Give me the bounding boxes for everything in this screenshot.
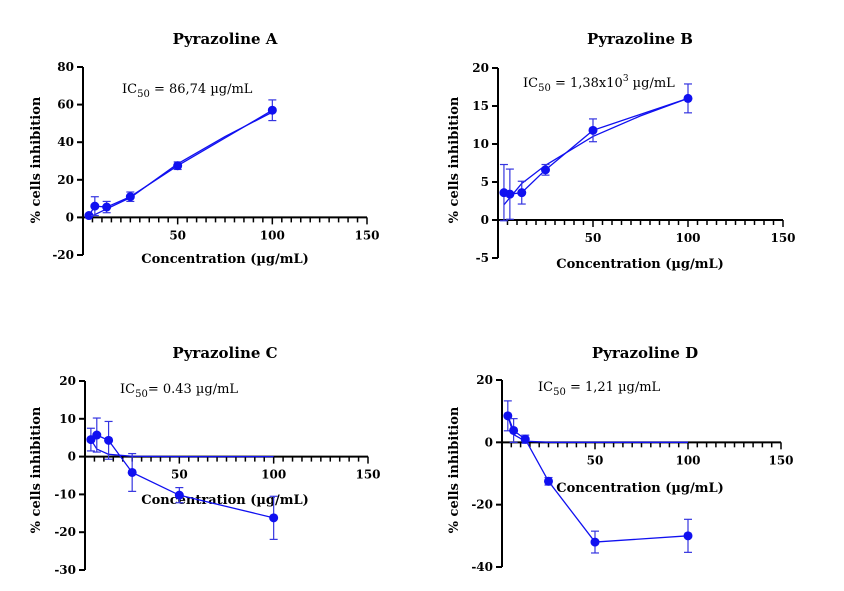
fit-curve: [503, 97, 689, 206]
ic50-prefix: IC: [538, 380, 553, 395]
data-point: [90, 201, 100, 211]
x-axis-label: Concentration (µg/mL): [556, 257, 724, 272]
ic50-prefix: IC: [523, 76, 538, 91]
data-point: [509, 425, 519, 435]
x-tick-label: 100: [675, 231, 700, 245]
ic50-prefix: IC: [122, 82, 137, 97]
ic50-superscript: 3: [623, 74, 629, 84]
y-tick-label: 10: [59, 412, 76, 426]
y-axis-label: % cells inhibition: [29, 96, 44, 223]
y-tick-label: 80: [57, 60, 74, 74]
ic50-subscript: 50: [553, 387, 566, 398]
fit-curve: [507, 415, 688, 443]
x-tick-label: 50: [171, 468, 188, 482]
y-tick-label: -5: [476, 251, 489, 265]
chart-title: Pyrazoline B: [587, 30, 693, 48]
y-tick-label: 0: [68, 450, 76, 464]
chart-title: Pyrazoline D: [592, 344, 698, 362]
ic50-value: = 86,74 µg/mL: [150, 82, 253, 97]
ic50-value: = 1,21 µg/mL: [566, 380, 661, 395]
y-tick-label: 40: [57, 135, 74, 149]
y-axis-label: % cells inhibition: [447, 96, 462, 223]
ic50-value: = 0.43 µg/mL: [148, 382, 239, 397]
ic50-unit: µg/mL: [629, 76, 676, 91]
ic50-subscript: 50: [137, 89, 150, 100]
x-axis-label: Concentration (µg/mL): [141, 252, 309, 267]
ic50-value: = 1,38x10: [551, 76, 623, 91]
data-point: [102, 202, 112, 212]
data-point: [269, 513, 279, 523]
data-point: [267, 105, 277, 115]
data-point: [683, 93, 693, 103]
y-tick-label: 60: [57, 98, 74, 112]
y-tick-label: -20: [54, 525, 76, 539]
fit-curve: [90, 439, 274, 458]
data-point: [173, 161, 183, 171]
y-tick-label: 20: [57, 173, 74, 187]
y-tick-label: -20: [471, 498, 493, 512]
y-tick-label: 20: [472, 61, 489, 75]
chart-title: Pyrazoline C: [172, 344, 277, 362]
y-tick-label: 0: [481, 213, 489, 227]
x-axis-label: Concentration (µg/mL): [556, 481, 724, 496]
ic50-annotation: IC50 = 1,38x103 µg/mL: [523, 74, 675, 94]
y-axis-label: % cells inhibition: [29, 406, 44, 533]
x-tick-label: 150: [355, 468, 380, 482]
ic50-annotation: IC50 = 1,21 µg/mL: [538, 380, 661, 398]
ic50-subscript: 50: [538, 83, 551, 94]
y-tick-label: -30: [54, 563, 76, 577]
data-point: [505, 189, 515, 199]
x-tick-label: 50: [587, 453, 604, 467]
data-point: [127, 467, 137, 477]
data-point: [92, 430, 102, 440]
data-point: [125, 192, 135, 202]
ic50-subscript: 50: [135, 389, 148, 400]
x-tick-label: 50: [585, 231, 602, 245]
data-point: [174, 490, 184, 500]
data-point: [590, 537, 600, 547]
y-axis-label: % cells inhibition: [447, 406, 462, 533]
ic50-annotation: IC50 = 86,74 µg/mL: [122, 82, 253, 100]
data-line: [507, 415, 689, 543]
ic50-prefix: IC: [120, 382, 135, 397]
data-line: [503, 97, 689, 195]
chart-panel-pyrazoline-a: Pyrazoline A 80 60 40 20 0 -20 50 100 150 Concentr…: [29, 30, 380, 267]
data-point: [588, 125, 598, 135]
x-tick-label: 150: [768, 453, 793, 467]
y-tick-label: -10: [54, 487, 76, 501]
data-point: [683, 531, 693, 541]
y-tick-label: 0: [66, 210, 74, 224]
data-point: [517, 188, 527, 198]
y-tick-label: 5: [481, 175, 489, 189]
x-tick-label: 50: [169, 228, 186, 242]
x-tick-label: 100: [260, 228, 285, 242]
y-tick-label: -20: [52, 248, 74, 262]
data-point: [544, 476, 553, 486]
x-tick-label: 150: [354, 228, 379, 242]
data-point: [541, 165, 550, 175]
y-tick-label: 10: [472, 137, 489, 151]
y-tick-label: 20: [476, 373, 493, 387]
ic50-annotation: IC50= 0.43 µg/mL: [120, 382, 238, 400]
y-tick-label: 15: [472, 99, 489, 113]
y-tick-label: 0: [485, 435, 493, 449]
data-point: [104, 435, 114, 445]
x-tick-label: 100: [675, 453, 700, 467]
x-tick-label: 150: [770, 231, 795, 245]
data-point: [84, 211, 94, 221]
data-point: [520, 434, 530, 444]
chart-panel-pyrazoline-d: Pyrazoline D 20 0 -20 -40 50 100 150 Concentrati…: [447, 344, 794, 574]
y-tick-label: -40: [471, 560, 493, 574]
chart-title: Pyrazoline A: [173, 30, 278, 48]
x-tick-label: 100: [261, 468, 286, 482]
y-tick-label: 20: [59, 374, 76, 388]
